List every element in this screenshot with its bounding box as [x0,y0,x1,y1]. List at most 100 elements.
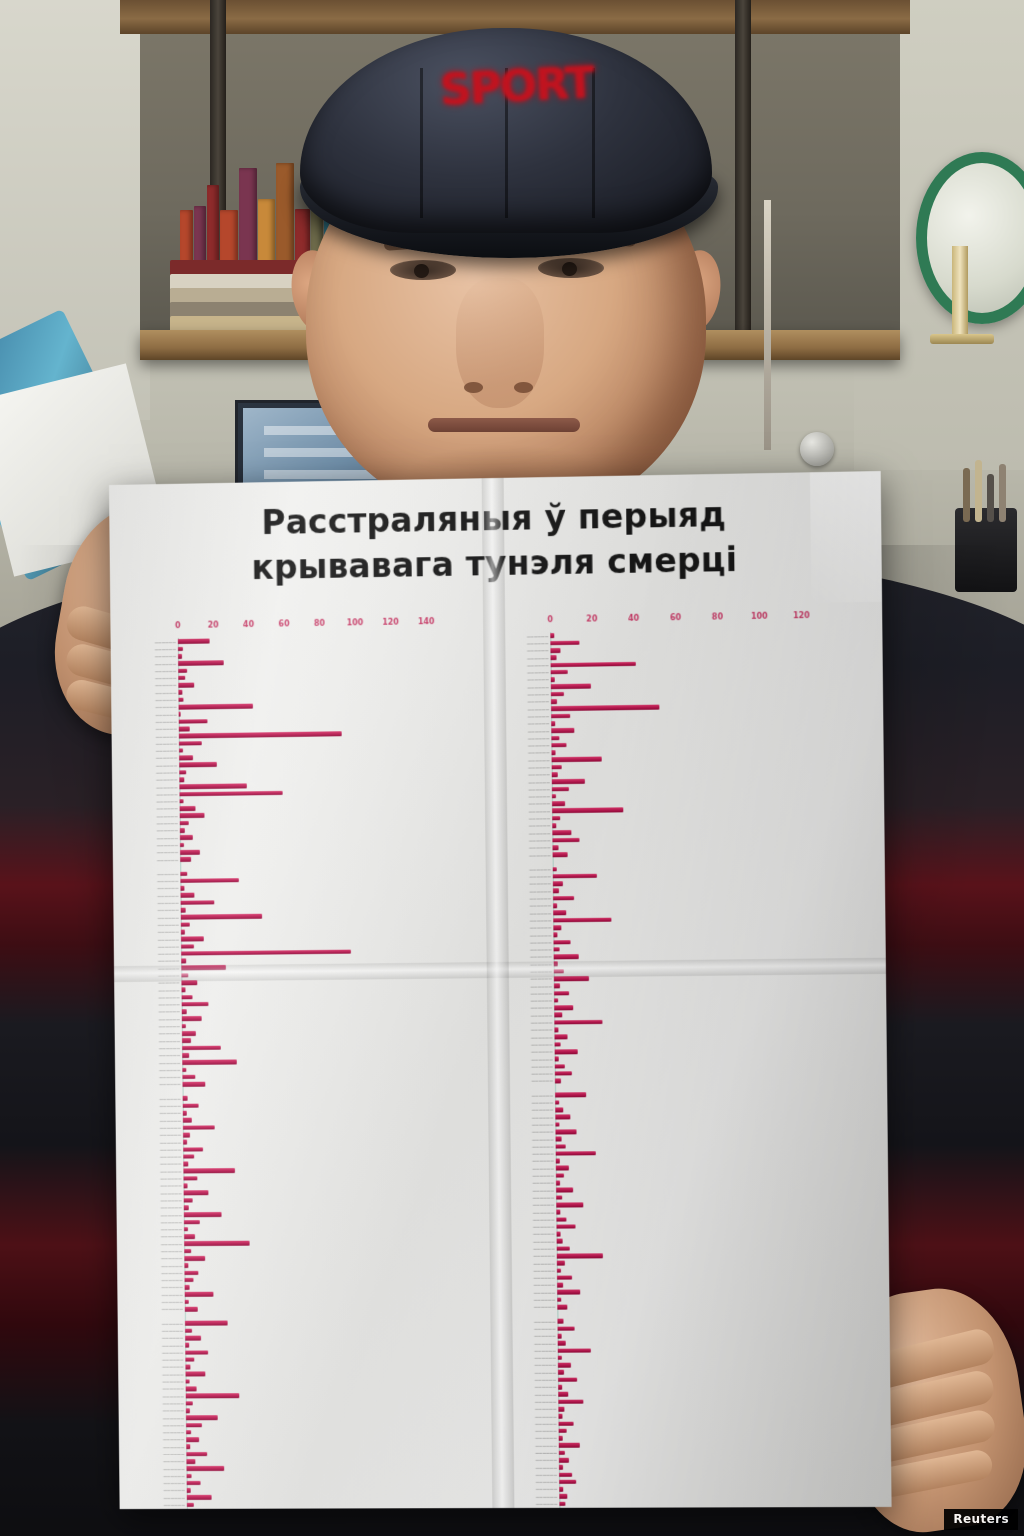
chart-bar [179,790,282,796]
row-label: —————— [116,756,177,761]
chart-bar [180,871,187,876]
chart-bar [554,1020,602,1025]
row-label: —————— [117,836,178,841]
row-label: —————— [118,1002,179,1007]
chart-bar [558,1356,562,1361]
chart-bar [186,1445,190,1450]
row-label: —————— [120,1140,181,1144]
row-label: —————— [118,930,179,935]
row-label: —————— [121,1227,182,1231]
cap-logo-text: SPORT [403,52,631,122]
chart-bar [557,1239,563,1244]
row-label: —————— [121,1242,182,1246]
row-label: —————— [118,995,179,1000]
chart-bar [185,1343,189,1348]
row-label: —————— [121,1256,182,1260]
chart-bar [179,704,253,710]
chart-bar [184,1212,221,1217]
chart-bar [184,1256,205,1261]
row-label: —————— [123,1409,184,1413]
chart-bar [185,1300,189,1305]
chart-bar [182,1038,191,1043]
axis-tick: 40 [243,620,254,629]
chart-bar [178,676,185,681]
chart-bar [181,930,185,935]
row-label: —————— [116,734,177,739]
chart-bar [557,1319,563,1324]
row-label: —————— [115,640,176,645]
chart-bar [555,1079,561,1084]
chart-bar [553,940,570,945]
chart-bar [179,748,183,753]
axis-tick: 100 [347,618,364,627]
chart-bar [557,1246,570,1251]
row-label: —————— [117,858,178,863]
chart-bar [183,1133,190,1138]
row-label: —————— [116,741,177,746]
axis-tick: 80 [314,619,325,628]
row-label: —————— [122,1358,183,1362]
chart-bar [183,1103,199,1108]
chart-bar [552,816,560,821]
row-label: —————— [121,1293,182,1297]
chart-bar [187,1503,194,1508]
chart-bar [185,1321,228,1326]
chart-bar [557,1290,580,1295]
row-label: —————— [119,1097,180,1102]
chart-bar [559,1494,567,1499]
chart-bar [185,1328,192,1333]
chart-bar [182,1068,186,1073]
row-label: —————— [119,1082,180,1087]
chart-bar [179,712,181,717]
row-label: —————— [116,763,177,768]
chart-bar [186,1437,198,1442]
chart-bar [558,1341,566,1346]
chart-bar [555,1071,572,1076]
row-label: —————— [119,1046,180,1051]
chart-bar [183,1118,192,1123]
chart-bar [554,998,558,1003]
chart-bar [559,1472,572,1477]
chart-bar [183,1125,215,1130]
chart-bar [553,889,559,894]
row-label: —————— [116,778,177,783]
chart-bar [183,1154,194,1159]
chart-bar [187,1495,212,1500]
chart-bar [186,1372,206,1377]
bars-right: —————— —————— —————— —————— —————— —————— ————… [550,627,891,1509]
chart-bar [553,867,557,872]
chart-bar [553,881,563,886]
chart-bar [556,1173,564,1178]
chart-bar [182,1017,202,1022]
chart-bar [181,959,186,964]
row-label: —————— [122,1307,183,1311]
round-knob [800,432,834,466]
row-label: —————— [123,1467,184,1471]
chart-bar [559,1502,565,1507]
chart-bar [551,699,557,704]
axis-tick: 20 [586,614,597,623]
chart-bar [184,1263,188,1268]
chart-bar [557,1268,561,1273]
chart-bar [556,1210,560,1215]
row-label: —————— [117,850,178,855]
chart-bar [179,784,246,789]
chart-bar [180,886,184,891]
chart-bar [179,755,193,760]
chart-panel-right: 0 20 40 60 80 100 120 —————— —————— —————— ——————… [494,610,891,1496]
row-label: —————— [121,1285,182,1289]
chart-bar [552,845,558,850]
chart-bar [553,925,561,930]
chart-bar [555,1107,563,1112]
chart-bar [187,1488,191,1493]
axis-tick: 60 [278,619,289,628]
chart-bar [187,1474,192,1479]
chart-bar [185,1336,201,1341]
chart-bar [186,1379,190,1384]
chart-bar [184,1249,191,1254]
chart-bar [186,1452,207,1457]
chart-bar [551,692,564,697]
row-label: —————— [115,683,176,688]
chart-bar [184,1270,198,1275]
row-label: —————— [117,829,178,834]
